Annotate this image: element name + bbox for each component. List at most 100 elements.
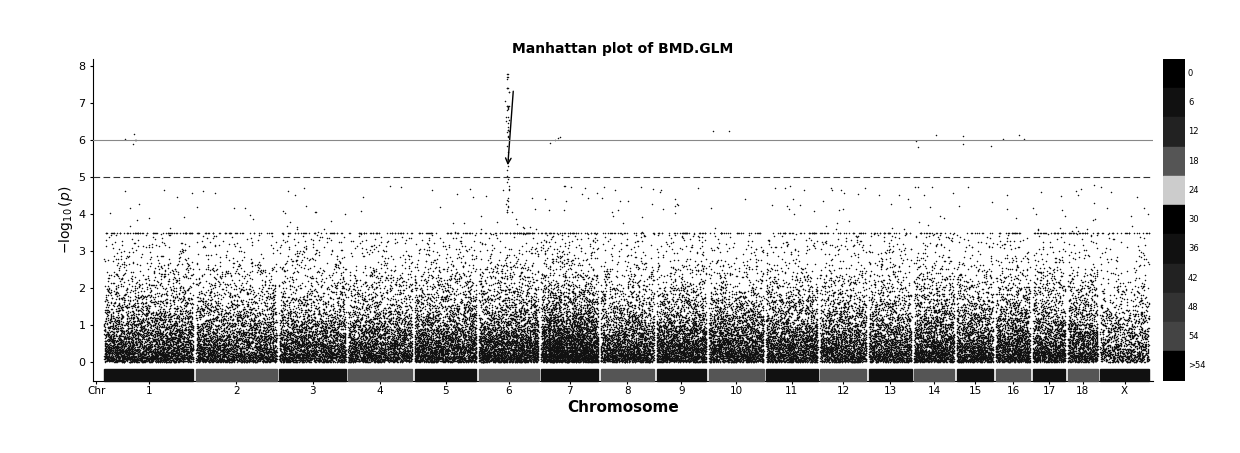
Point	[776, 304, 796, 311]
Point	[1079, 342, 1099, 349]
Point	[1068, 355, 1087, 362]
Point	[232, 298, 252, 305]
Point	[425, 354, 445, 361]
Point	[632, 352, 652, 359]
Point	[475, 352, 495, 359]
Point	[613, 343, 632, 350]
Point	[970, 343, 990, 351]
Point	[662, 347, 682, 354]
Point	[489, 280, 508, 287]
Point	[899, 344, 919, 352]
Point	[422, 347, 441, 355]
Point	[614, 347, 634, 354]
Point	[166, 353, 186, 361]
Point	[961, 356, 981, 363]
Point	[799, 282, 818, 289]
Point	[522, 321, 542, 328]
Point	[888, 350, 908, 357]
Point	[899, 328, 919, 335]
Point	[472, 355, 492, 362]
Point	[239, 357, 259, 365]
Point	[1011, 340, 1030, 347]
Point	[626, 351, 646, 358]
Point	[1078, 320, 1097, 327]
Point	[497, 71, 517, 78]
Point	[949, 260, 968, 268]
Point	[775, 351, 795, 358]
Point	[737, 353, 756, 361]
Point	[766, 339, 786, 347]
Point	[952, 341, 972, 348]
Point	[405, 318, 425, 325]
Point	[153, 312, 172, 319]
Point	[658, 330, 678, 337]
Point	[619, 350, 639, 357]
Point	[776, 338, 796, 345]
Point	[702, 348, 722, 356]
Point	[477, 353, 497, 360]
Point	[671, 349, 691, 356]
Point	[725, 323, 745, 330]
Point	[175, 289, 195, 296]
Point	[754, 327, 774, 334]
Point	[606, 328, 626, 335]
Point	[419, 311, 439, 318]
Point	[454, 318, 474, 325]
Point	[231, 345, 250, 352]
Point	[642, 356, 662, 363]
Point	[884, 357, 904, 364]
Point	[900, 315, 920, 323]
Point	[342, 347, 362, 355]
Point	[151, 231, 171, 238]
Point	[663, 347, 683, 354]
Point	[790, 358, 810, 365]
Point	[1029, 355, 1049, 362]
Point	[386, 340, 405, 347]
Point	[167, 277, 187, 284]
Point	[864, 334, 884, 341]
Point	[805, 347, 825, 354]
Point	[547, 332, 567, 339]
Point	[874, 229, 894, 236]
Point	[729, 333, 749, 340]
Point	[278, 357, 298, 364]
Point	[773, 282, 792, 289]
Point	[144, 281, 164, 289]
Point	[472, 358, 492, 366]
Point	[682, 341, 702, 348]
Point	[1059, 335, 1079, 342]
Point	[847, 348, 867, 355]
Point	[476, 319, 496, 327]
Point	[992, 357, 1012, 364]
Point	[748, 345, 768, 352]
Point	[970, 314, 990, 322]
Point	[790, 324, 810, 332]
Point	[474, 306, 494, 313]
Point	[853, 280, 873, 287]
Point	[990, 357, 1009, 364]
Point	[1032, 352, 1052, 360]
Point	[914, 353, 934, 361]
Point	[574, 348, 594, 356]
Point	[507, 333, 527, 341]
Point	[128, 322, 148, 329]
Point	[604, 346, 624, 353]
Point	[998, 349, 1018, 356]
Point	[314, 328, 334, 335]
Point	[1038, 318, 1058, 325]
Point	[155, 349, 175, 356]
Point	[1030, 354, 1050, 361]
Point	[476, 279, 496, 286]
Point	[362, 349, 382, 357]
Point	[1048, 322, 1068, 329]
Point	[1024, 301, 1044, 308]
Point	[320, 294, 340, 301]
Point	[455, 356, 475, 363]
Point	[110, 281, 130, 288]
Point	[188, 356, 208, 363]
Point	[557, 334, 577, 342]
Point	[1042, 351, 1061, 358]
Point	[188, 323, 208, 331]
Point	[104, 356, 124, 363]
Point	[472, 346, 492, 353]
